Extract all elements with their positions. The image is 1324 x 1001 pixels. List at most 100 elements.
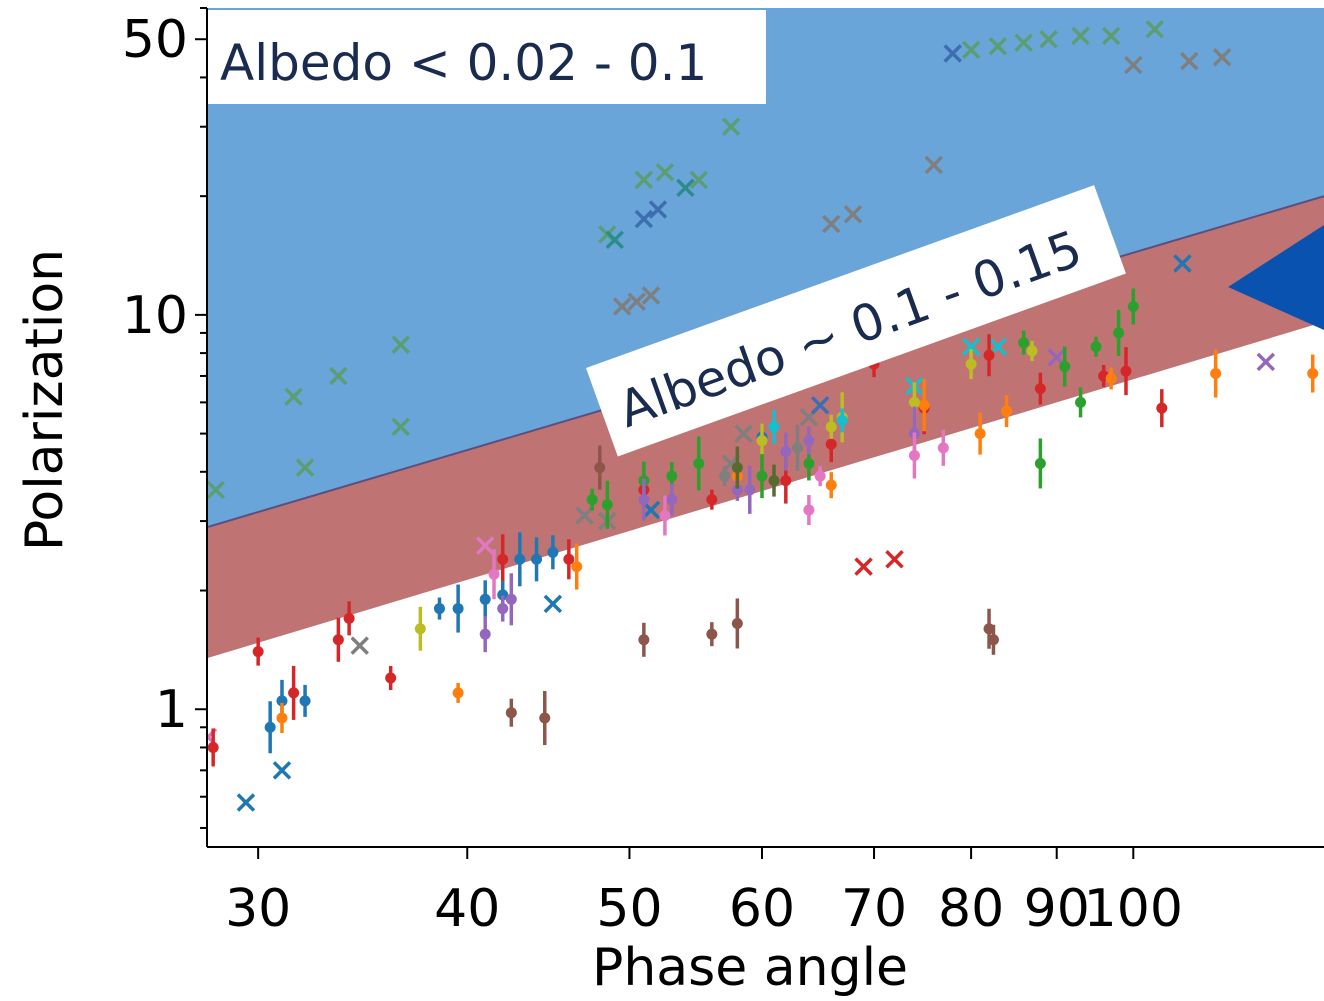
x-marker xyxy=(612,297,632,316)
x-marker xyxy=(822,214,841,234)
dot-marker xyxy=(659,495,671,536)
x-marker xyxy=(843,204,863,224)
region-label-low-text: Albedo < 0.02 - 0.1 xyxy=(220,34,707,92)
x-marker xyxy=(634,209,654,229)
x-axis-title: Phase angle xyxy=(592,938,908,998)
dot-marker xyxy=(756,454,768,499)
plot-area xyxy=(208,8,1324,812)
x-marker xyxy=(689,170,708,190)
dot-marker xyxy=(780,432,792,471)
data-points xyxy=(208,20,1319,812)
dot-marker xyxy=(836,408,848,433)
x-marker xyxy=(1124,55,1143,75)
dot-marker xyxy=(586,488,598,511)
x-marker xyxy=(391,417,410,437)
x-marker xyxy=(329,366,348,386)
dot-marker xyxy=(594,445,606,490)
dot-marker xyxy=(1156,389,1168,428)
x-marker xyxy=(988,36,1008,56)
x-marker xyxy=(627,292,646,311)
dot-marker xyxy=(488,549,500,600)
dot-marker xyxy=(918,379,930,432)
x-marker xyxy=(734,424,753,443)
dot-marker xyxy=(264,701,276,754)
x-tick-label: 70 xyxy=(841,879,907,939)
x-marker xyxy=(1101,26,1121,46)
dot-marker xyxy=(1127,288,1139,325)
dot-marker xyxy=(791,424,803,471)
dot-marker xyxy=(768,464,780,497)
dot-marker xyxy=(731,598,743,649)
x-marker xyxy=(641,286,661,305)
region-label-mid-box xyxy=(586,185,1126,457)
x-marker xyxy=(1145,20,1165,39)
x-marker xyxy=(475,536,495,555)
dot-marker xyxy=(719,466,731,487)
dot-marker xyxy=(825,472,837,499)
dot-marker xyxy=(452,682,464,703)
dot-marker xyxy=(332,617,344,662)
x-marker xyxy=(885,550,904,569)
x-marker xyxy=(295,458,315,477)
dot-marker xyxy=(1113,309,1125,356)
dot-marker xyxy=(252,637,264,666)
x-marker xyxy=(1071,26,1090,46)
x-marker xyxy=(961,40,981,60)
x-marker xyxy=(943,44,962,63)
x-tick-label: 40 xyxy=(434,879,500,939)
x-marker xyxy=(648,200,668,219)
x-marker xyxy=(1212,48,1232,67)
x-marker xyxy=(721,117,741,136)
dot-marker xyxy=(666,483,678,516)
dot-marker xyxy=(505,698,517,727)
x-tick-label: 90 xyxy=(1024,879,1090,939)
dot-marker xyxy=(208,728,219,767)
x-marker xyxy=(208,480,225,500)
dot-marker xyxy=(1034,438,1046,489)
dot-marker xyxy=(1307,354,1319,393)
dot-marker xyxy=(1090,336,1102,357)
x-marker xyxy=(676,178,695,198)
dot-marker xyxy=(987,624,999,655)
x-marker xyxy=(634,170,654,190)
x-marker xyxy=(284,387,303,406)
dot-marker xyxy=(452,584,464,633)
x-marker xyxy=(350,636,369,655)
y-tick-label: 1 xyxy=(155,680,188,740)
x-marker xyxy=(391,335,410,354)
x-marker xyxy=(1039,29,1058,49)
dot-marker xyxy=(276,703,288,734)
dot-marker xyxy=(756,423,768,458)
dot-marker xyxy=(706,489,718,510)
x-marker xyxy=(1014,33,1033,52)
x-tick-label: 50 xyxy=(596,879,662,939)
dot-marker xyxy=(983,334,995,377)
region-label-low: Albedo < 0.02 - 0.1 xyxy=(206,10,766,104)
dot-marker xyxy=(1105,367,1117,390)
x-tick-label: 100 xyxy=(1084,879,1183,939)
dot-marker xyxy=(288,665,300,720)
x-marker xyxy=(655,162,675,182)
x-marker xyxy=(1179,51,1199,71)
dot-marker xyxy=(514,532,526,587)
dot-marker xyxy=(1026,340,1038,361)
dot-marker xyxy=(385,666,397,691)
x-marker xyxy=(854,557,873,576)
dot-marker xyxy=(1001,395,1013,428)
x-marker xyxy=(961,337,981,357)
dot-marker xyxy=(744,465,756,514)
dot-marker xyxy=(1059,346,1071,387)
dot-marker xyxy=(965,349,977,380)
y-axis-title: Polarization xyxy=(15,249,75,551)
x-marker xyxy=(1173,254,1192,273)
dot-marker xyxy=(539,691,551,746)
x-marker xyxy=(605,230,625,250)
x-marker xyxy=(924,155,944,175)
dot-marker xyxy=(479,580,491,619)
dot-marker xyxy=(547,535,559,570)
x-marker xyxy=(236,793,256,812)
dot-marker xyxy=(601,480,613,529)
